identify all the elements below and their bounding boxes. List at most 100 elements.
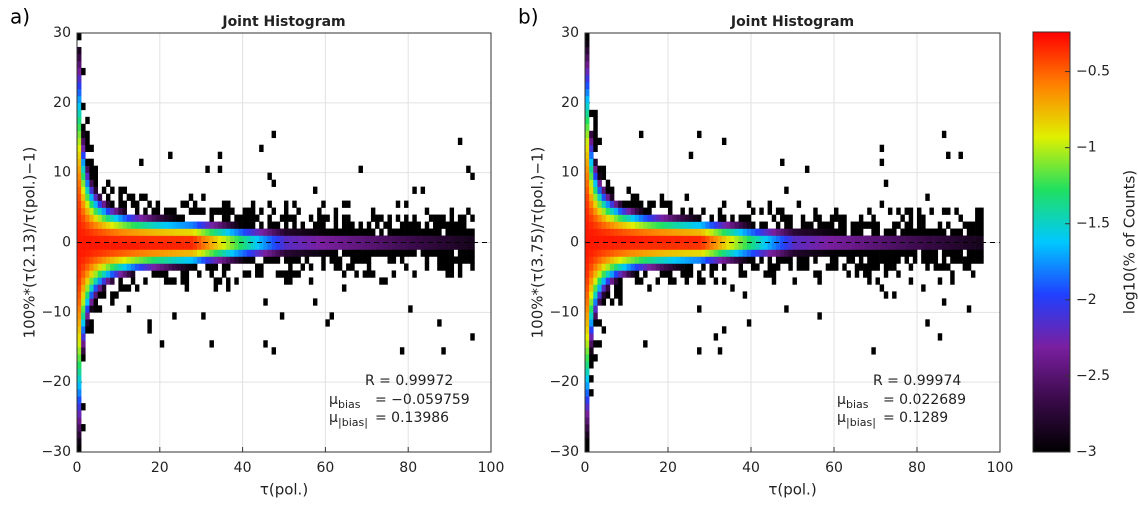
histogram-cell	[101, 242, 107, 250]
histogram-cell	[139, 256, 144, 264]
histogram-cell	[85, 130, 90, 139]
histogram-cell	[784, 256, 789, 264]
histogram-cell	[597, 235, 602, 243]
histogram-cell	[593, 228, 598, 236]
histogram-cell	[601, 249, 607, 257]
histogram-cell	[825, 263, 831, 271]
histogram-cell	[618, 242, 623, 250]
histogram-cell	[391, 270, 397, 278]
histogram-cell	[871, 228, 876, 236]
histogram-cell	[101, 207, 107, 215]
histogram-cell	[929, 235, 934, 243]
histogram-cell	[105, 242, 111, 250]
histogram-cell	[155, 214, 161, 222]
histogram-cell	[155, 263, 161, 271]
histogram-cell	[618, 284, 623, 292]
histogram-cell	[605, 256, 611, 264]
histogram-cell	[263, 249, 268, 257]
histogram-cell	[647, 284, 652, 292]
histogram-cell	[77, 130, 82, 139]
histogram-cell	[416, 242, 421, 250]
histogram-cell	[697, 214, 702, 222]
histogram-cell	[201, 249, 206, 257]
histogram-cell	[246, 207, 252, 215]
histogram-cell	[101, 214, 107, 222]
histogram-cell	[77, 263, 82, 271]
histogram-cell	[271, 235, 277, 243]
histogram-cell	[105, 249, 111, 257]
histogram-cell	[292, 256, 297, 264]
histogram-cell	[85, 158, 90, 166]
histogram-cell	[139, 158, 144, 166]
histogram-cell	[738, 221, 743, 229]
histogram-cell	[630, 235, 636, 243]
histogram-cell	[217, 256, 223, 264]
histogram-cell	[692, 228, 698, 236]
histogram-cell	[97, 221, 103, 229]
histogram-cell	[697, 221, 702, 229]
histogram-cell	[263, 242, 268, 250]
histogram-cell	[651, 200, 656, 208]
x-tick-label: 80	[908, 460, 926, 476]
histogram-cell	[325, 235, 330, 243]
histogram-cell	[593, 221, 598, 229]
histogram-cell	[89, 298, 94, 306]
histogram-cell	[77, 88, 82, 97]
histogram-cell	[97, 242, 103, 250]
histogram-cell	[81, 263, 86, 271]
histogram-cell	[742, 270, 748, 278]
histogram-cell	[346, 242, 351, 250]
histogram-cell	[643, 228, 648, 236]
histogram-cell	[346, 249, 351, 257]
histogram-cell	[638, 221, 644, 229]
histogram-cell	[767, 249, 773, 257]
histogram-cell	[412, 221, 417, 229]
histogram-cell	[143, 277, 148, 285]
histogram-cell	[746, 242, 752, 250]
histogram-cell	[89, 284, 94, 292]
histogram-cell	[763, 228, 768, 236]
histogram-cell	[813, 256, 818, 264]
histogram-cell	[300, 228, 305, 236]
histogram-cell	[676, 235, 681, 243]
histogram-cell	[366, 221, 372, 229]
histogram-cell	[172, 277, 177, 285]
histogram-cell	[904, 249, 909, 257]
histogram-cell	[622, 221, 627, 229]
histogram-cell	[834, 242, 839, 250]
histogram-cell	[701, 263, 706, 271]
histogram-cell	[813, 242, 818, 250]
histogram-cell	[925, 263, 930, 271]
histogram-cell	[713, 221, 719, 229]
histogram-cell	[354, 228, 359, 236]
histogram-cell	[85, 319, 90, 327]
histogram-cell	[933, 263, 939, 271]
histogram-cell	[589, 228, 594, 236]
histogram-cell	[738, 256, 743, 264]
histogram-cell	[609, 207, 615, 215]
histogram-cell	[663, 263, 669, 271]
histogram-cell	[462, 242, 467, 250]
histogram-cell	[767, 235, 773, 243]
histogram-cell	[470, 249, 475, 257]
histogram-cell	[597, 137, 602, 146]
histogram-cell	[738, 235, 743, 243]
stat-value: = 0.13986	[375, 410, 449, 426]
histogram-cell	[883, 235, 889, 243]
histogram-cell	[197, 221, 202, 229]
histogram-cell	[871, 235, 876, 243]
histogram-cell	[424, 263, 430, 271]
histogram-cell	[362, 235, 368, 243]
histogram-cell	[118, 284, 123, 292]
histogram-cell	[259, 235, 264, 243]
histogram-cell	[684, 277, 690, 285]
histogram-cell	[585, 396, 590, 404]
histogram-cell	[634, 256, 640, 264]
histogram-cell	[643, 263, 648, 271]
histogram-cell	[875, 277, 880, 285]
histogram-cell	[589, 130, 594, 139]
histogram-cell	[941, 256, 947, 264]
histogram-cell	[701, 256, 706, 264]
histogram-cell	[593, 291, 598, 299]
histogram-cell	[975, 235, 980, 243]
